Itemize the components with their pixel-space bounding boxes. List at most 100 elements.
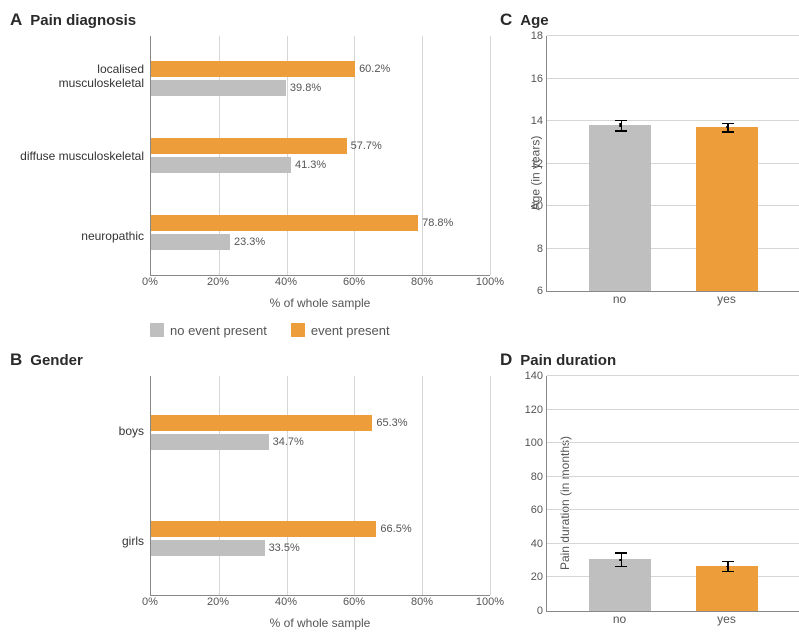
panel-a-xaxis: 0%20%40%60%80%100% [150,276,490,294]
panel-c-xaxis: no yes [546,292,799,310]
bar-no-event: 34.7% [151,434,269,450]
legend-box-event-present [291,323,305,337]
y-tick: 18 [531,30,547,42]
panel-c-letter: C [500,10,512,30]
bar-value-label: 41.3% [291,159,326,171]
y-tick: 120 [525,404,547,416]
legend-event-present: event present [291,323,390,338]
y-tick: 100 [525,437,547,449]
bar-event-present: 65.3% [151,415,372,431]
bar-event-present: 60.2% [151,61,355,77]
bar-event-present: 66.5% [151,521,376,537]
error-cap [722,123,734,125]
error-cap [615,552,627,554]
panel-a-plot: 60.2% 39.8% 57.7% 41.3% 78.8% 23.3% [150,36,490,276]
legend-label-no-event: no event present [170,323,267,338]
bar-value-label: 33.5% [265,542,300,554]
panel-a-title: Pain diagnosis [30,12,136,29]
panel-b-xlabel: % of whole sample [150,616,490,630]
y-tick: 80 [531,471,547,483]
bar-value-label: 60.2% [355,63,390,75]
panel-b-ylabels: boys girls [10,376,150,596]
bar-group: 65.3% 34.7% [151,411,490,455]
legend-no-event: no event present [150,323,267,338]
bar-event-present: 57.7% [151,138,347,154]
x-tick: 40% [275,276,297,288]
x-tick: 20% [207,276,229,288]
y-tick: 6 [537,285,547,297]
panel-a-letter: A [10,10,22,30]
bar-group: 66.5% 33.5% [151,516,490,560]
x-tick: yes [696,292,758,310]
bar-value-label: 66.5% [376,523,411,535]
panel-b: B Gender boysgirls 65.3%34.7%66.5%33.5% … [10,350,490,630]
bar-no-event: 41.3% [151,157,291,173]
bar [589,125,651,291]
y-tick: 14 [531,115,547,127]
error-bar [621,553,623,566]
y-tick: 140 [525,370,547,382]
bar-value-label: 78.8% [418,217,453,229]
panel-b-letter: B [10,350,22,370]
bar-value-label: 65.3% [372,417,407,429]
bar [696,127,758,291]
error-cap [615,120,627,122]
panel-a-xlabel: % of whole sample [150,296,490,310]
legend: no event present event present [10,310,490,350]
y-tick: 8 [537,243,547,255]
bar-group: 78.8% 23.3% [151,211,490,255]
bar-value-label: 39.8% [286,82,321,94]
bar-event-present: 78.8% [151,215,418,231]
error-cap [722,561,734,563]
x-tick: 60% [343,276,365,288]
bar-value-label: 34.7% [269,436,304,448]
x-tick: 60% [343,596,365,608]
x-tick: no [589,292,651,310]
panel-a: A Pain diagnosis localised musculoskelet… [10,10,490,310]
panel-d-letter: D [500,350,512,370]
category-label: localised musculoskeletal [10,54,144,98]
legend-label-event-present: event present [311,323,390,338]
bar-group: 57.7% 41.3% [151,134,490,178]
panel-b-xaxis: 0%20%40%60%80%100% [150,596,490,614]
y-tick: 16 [531,73,547,85]
bar-no-event: 39.8% [151,80,286,96]
category-label: diffuse musculoskeletal [10,134,144,178]
x-tick: 80% [411,596,433,608]
category-label: boys [10,409,144,453]
x-tick: no [589,612,651,630]
panel-d: D Pain duration Pain duration (in months… [500,350,799,630]
y-tick: 60 [531,504,547,516]
y-tick: 0 [537,605,547,617]
x-tick: 0% [142,596,158,608]
panel-c-title: Age [520,12,548,29]
error-cap [722,571,734,573]
bar-group: 60.2% 39.8% [151,57,490,101]
x-tick: 20% [207,596,229,608]
error-cap [615,130,627,132]
bar-no-event: 33.5% [151,540,265,556]
x-tick: yes [696,612,758,630]
panel-a-ylabels: localised musculoskeletal diffuse musculo… [10,36,150,276]
x-tick: 80% [411,276,433,288]
bar-value-label: 57.7% [347,140,382,152]
panel-d-xaxis: no yes [546,612,799,630]
y-tick: 10 [531,200,547,212]
bar-no-event: 23.3% [151,234,230,250]
x-tick: 0% [142,276,158,288]
bar [696,566,758,611]
bar-value-label: 23.3% [230,236,265,248]
y-tick: 40 [531,538,547,550]
panel-d-plot: 020406080100120140 [546,376,799,612]
legend-box-no-event [150,323,164,337]
panel-b-plot: 65.3% 34.7% 66.5% 33.5% [150,376,490,596]
error-cap [615,566,627,568]
category-label: girls [10,519,144,563]
error-cap [722,131,734,133]
y-tick: 12 [531,158,547,170]
panel-c: C Age Age (in years) 681012141618 noyes [500,10,799,310]
category-label: neuropathic [10,214,144,258]
panel-c-plot: 681012141618 [546,36,799,292]
y-tick: 20 [531,571,547,583]
panel-b-title: Gender [30,352,83,369]
